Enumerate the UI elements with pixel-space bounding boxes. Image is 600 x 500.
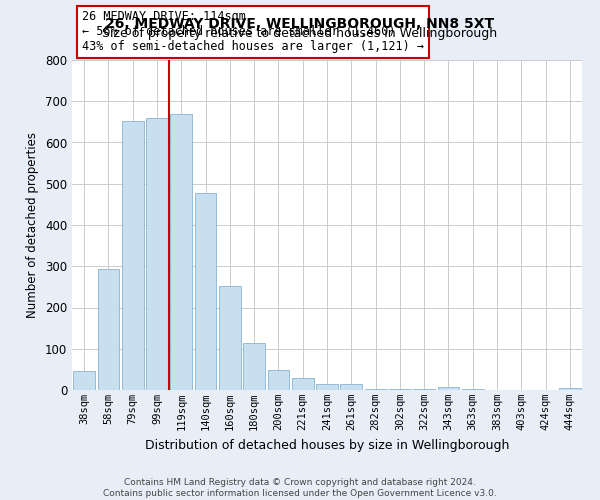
Bar xyxy=(243,343,265,390)
Bar xyxy=(462,389,484,390)
Bar xyxy=(146,118,168,390)
Bar xyxy=(292,378,314,390)
Text: 26 MEDWAY DRIVE: 114sqm
← 56% of detached houses are smaller (1,460)
43% of semi: 26 MEDWAY DRIVE: 114sqm ← 56% of detache… xyxy=(82,10,424,54)
Y-axis label: Number of detached properties: Number of detached properties xyxy=(26,132,40,318)
Bar xyxy=(365,389,386,390)
Bar xyxy=(73,370,95,390)
Bar xyxy=(437,386,460,390)
Bar xyxy=(340,384,362,390)
Bar xyxy=(122,122,143,390)
Bar xyxy=(559,388,581,390)
Bar xyxy=(97,269,119,390)
Text: Contains HM Land Registry data © Crown copyright and database right 2024.
Contai: Contains HM Land Registry data © Crown c… xyxy=(103,478,497,498)
Bar xyxy=(170,114,192,390)
Bar xyxy=(389,389,411,390)
Bar xyxy=(316,384,338,390)
Text: 26, MEDWAY DRIVE, WELLINGBOROUGH, NN8 5XT: 26, MEDWAY DRIVE, WELLINGBOROUGH, NN8 5X… xyxy=(106,18,494,32)
Bar xyxy=(219,286,241,390)
Bar xyxy=(413,389,435,390)
Bar xyxy=(194,193,217,390)
Text: Size of property relative to detached houses in Wellingborough: Size of property relative to detached ho… xyxy=(103,28,497,40)
Bar xyxy=(268,370,289,390)
X-axis label: Distribution of detached houses by size in Wellingborough: Distribution of detached houses by size … xyxy=(145,438,509,452)
